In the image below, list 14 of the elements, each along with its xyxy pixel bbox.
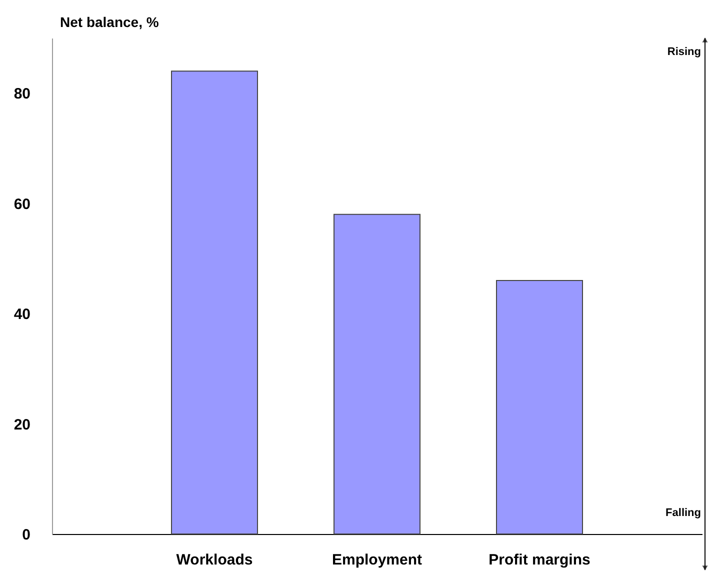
- y-tick-label: 0: [22, 526, 30, 544]
- y-axis-title: Net balance, %: [60, 14, 160, 30]
- x-tick-label: Workloads: [176, 552, 253, 568]
- x-tick-label: Employment: [332, 552, 422, 568]
- y-tick-label: 60: [14, 196, 30, 213]
- y-tick-label: 80: [14, 86, 30, 103]
- y-tick-label: 20: [14, 416, 30, 434]
- x-tick-label: Profit margins: [488, 552, 590, 568]
- annotation: Rising: [667, 46, 701, 58]
- y-tick-label: 40: [14, 306, 30, 324]
- bar: [334, 214, 420, 534]
- bar: [496, 280, 583, 534]
- annotation: Falling: [666, 507, 701, 519]
- bar: [171, 70, 258, 534]
